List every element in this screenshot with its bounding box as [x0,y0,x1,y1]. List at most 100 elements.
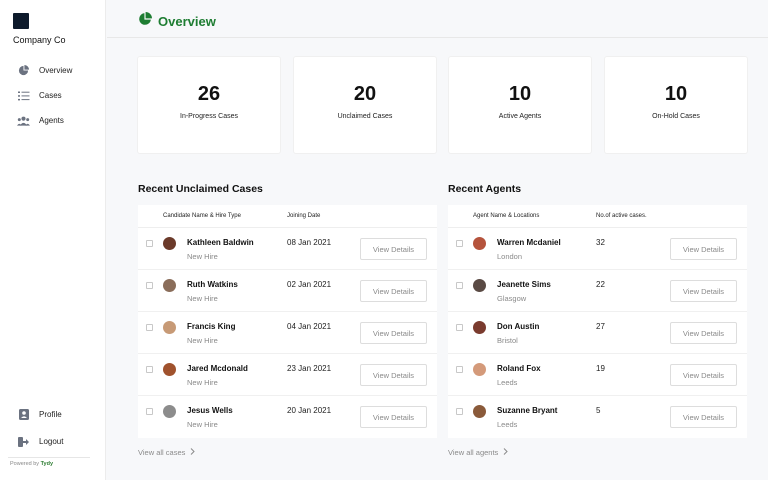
view-details-button[interactable]: View Details [360,364,427,386]
stat-label: On-Hold Cases [652,113,700,120]
row-subtitle: Leeds [497,378,518,387]
list-icon [17,90,30,101]
row-checkbox[interactable] [146,324,153,331]
view-details-button[interactable]: View Details [670,406,737,428]
table-row: Jeanette Sims Glasgow 22 View Details [448,270,747,312]
row-name: Suzanne Bryant [497,406,558,415]
row-subtitle: New Hire [187,294,218,303]
stat-value: 10 [508,83,532,105]
table-row: Warren Mcdaniel London 32 View Details [448,228,747,270]
pie-chart-icon [17,65,30,76]
avatar [163,279,176,292]
avatar [163,363,176,376]
row-checkbox[interactable] [146,408,153,415]
sidebar-item-label: Profile [39,410,62,419]
powered-by-prefix: Powered by [10,461,40,467]
row-value: 23 Jan 2021 [287,364,332,373]
stat-value: 10 [664,83,688,105]
sidebar-item-overview[interactable]: Overview [17,65,72,76]
row-value: 19 [596,364,605,373]
row-value: 20 Jan 2021 [287,406,332,415]
chevron-right-icon [190,448,196,457]
table-header: Agent Name & Locations No.of active case… [448,205,747,228]
view-details-button[interactable]: View Details [670,238,737,260]
row-checkbox[interactable] [456,324,463,331]
avatar [163,405,176,418]
agents-table: Agent Name & Locations No.of active case… [448,205,747,438]
column-header: Agent Name & Locations [473,213,540,219]
view-details-button[interactable]: View Details [670,364,737,386]
page-header: Overview [138,12,216,31]
column-header: Candidate Name & Hire Type [163,213,241,219]
row-checkbox[interactable] [456,240,463,247]
sidebar: Company Co Overview Cases Agents Profile… [0,0,106,480]
row-subtitle: New Hire [187,252,218,261]
sidebar-item-logout[interactable]: Logout [17,436,63,447]
row-name: Don Austin [497,322,540,331]
row-subtitle: New Hire [187,420,218,429]
table-row: Jesus Wells New Hire 20 Jan 2021 View Detai… [138,396,437,438]
table-row: Jared Mcdonald New Hire 23 Jan 2021 View De… [138,354,437,396]
sidebar-item-label: Logout [39,437,64,446]
view-all-label: View all agents [448,448,499,457]
section-title-agents: Recent Agents [448,183,522,195]
table-row: Don Austin Bristol 27 View Details [448,312,747,354]
avatar [473,279,486,292]
avatar [473,405,486,418]
row-subtitle: London [497,252,523,261]
sidebar-item-label: Cases [39,91,62,100]
stat-label: Unclaimed Cases [337,113,393,120]
view-details-button[interactable]: View Details [670,322,737,344]
view-details-button[interactable]: View Details [360,406,427,428]
avatar [163,237,176,250]
row-subtitle: New Hire [187,378,218,387]
view-details-button[interactable]: View Details [670,280,737,302]
view-details-button[interactable]: View Details [360,280,427,302]
row-checkbox[interactable] [456,408,463,415]
row-name: Ruth Watkins [187,280,238,289]
stat-label: In-Progress Cases [180,113,238,120]
row-subtitle: Bristol [497,336,518,345]
table-row: Ruth Watkins New Hire 02 Jan 2021 View Deta… [138,270,437,312]
powered-by: Powered by Tydy [10,461,53,467]
row-checkbox[interactable] [146,366,153,373]
view-details-button[interactable]: View Details [360,322,427,344]
section-title-cases: Recent Unclaimed Cases [138,183,263,195]
view-all-label: View all cases [138,448,186,457]
row-name: Francis King [187,322,236,331]
column-header: No.of active cases. [596,213,647,219]
sidebar-item-label: Overview [39,66,73,75]
row-value: 08 Jan 2021 [287,238,332,247]
stat-card-unclaimed: 20 Unclaimed Cases [294,57,436,153]
view-details-button[interactable]: View Details [360,238,427,260]
row-value: 32 [596,238,605,247]
row-checkbox[interactable] [146,282,153,289]
row-value: 02 Jan 2021 [287,280,332,289]
users-icon [17,115,30,126]
row-name: Jeanette Sims [497,280,551,289]
row-checkbox[interactable] [456,366,463,373]
sidebar-item-profile[interactable]: Profile [17,409,62,420]
view-all-agents-link[interactable]: View all agents [448,448,509,457]
cases-table: Candidate Name & Hire Type Joining Date … [138,205,437,438]
table-header: Candidate Name & Hire Type Joining Date [138,205,437,228]
row-checkbox[interactable] [146,240,153,247]
row-name: Jared Mcdonald [187,364,248,373]
sidebar-divider [8,457,90,458]
powered-by-brand[interactable]: Tydy [40,461,54,467]
stat-value: 26 [197,83,221,105]
profile-icon [17,409,30,420]
stat-value: 20 [353,83,377,105]
row-subtitle: Leeds [497,420,518,429]
pie-chart-icon [138,12,152,31]
row-value: 27 [596,322,605,331]
view-all-cases-link[interactable]: View all cases [138,448,196,457]
row-name: Roland Fox [497,364,541,373]
table-row: Roland Fox Leeds 19 View Details [448,354,747,396]
row-subtitle: New Hire [187,336,218,345]
avatar [473,237,486,250]
sidebar-item-cases[interactable]: Cases [17,90,62,101]
sidebar-item-agents[interactable]: Agents [17,115,64,126]
top-bar: Overview [107,0,768,38]
row-checkbox[interactable] [456,282,463,289]
